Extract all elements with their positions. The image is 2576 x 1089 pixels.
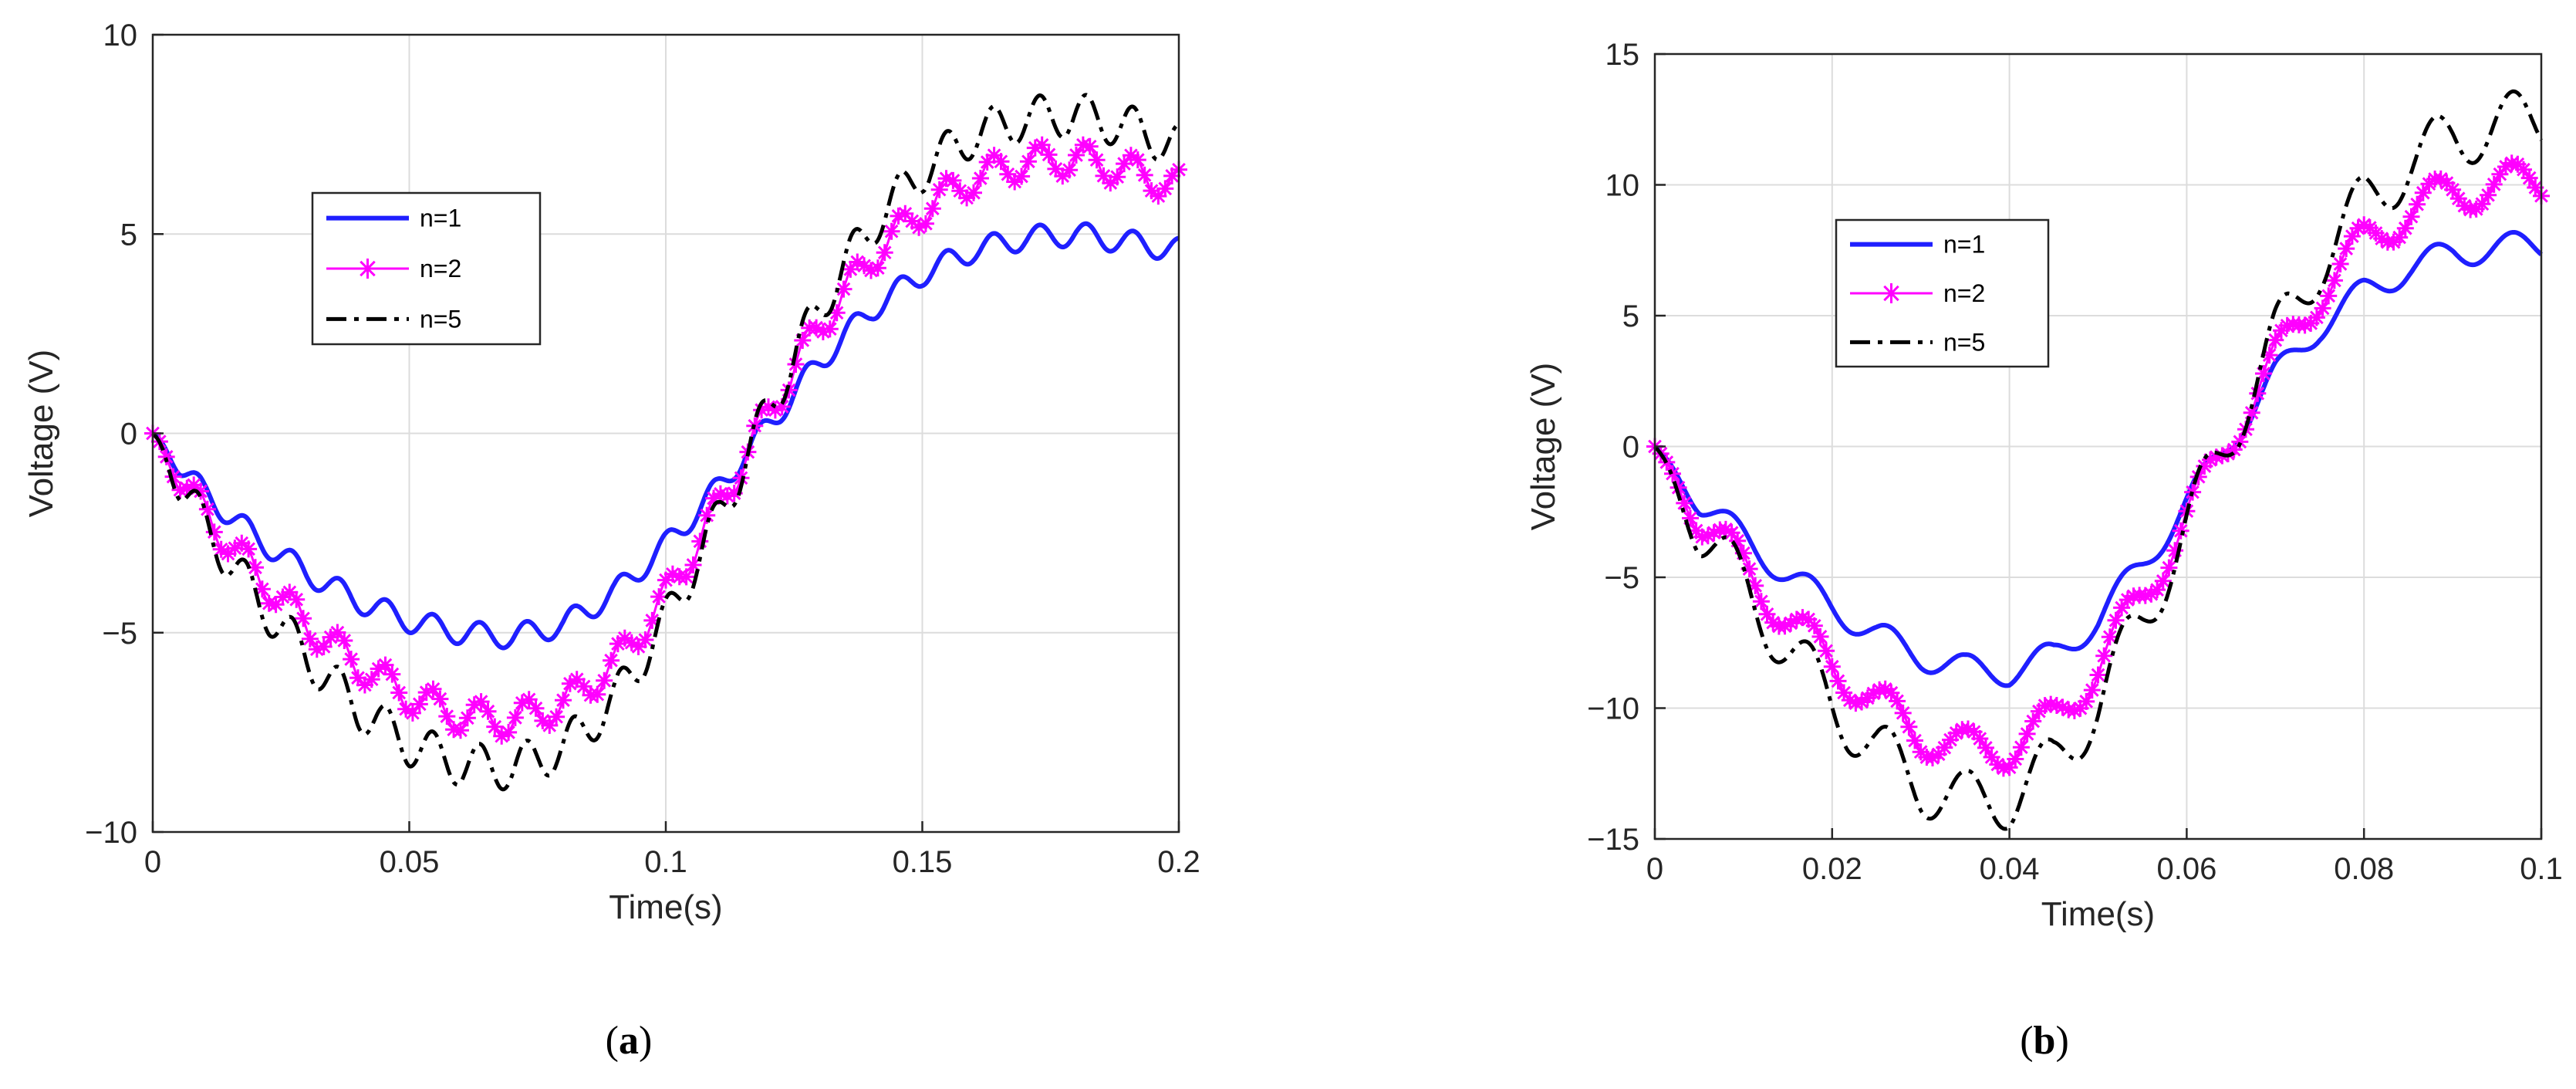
x-axis-label: Time(s) <box>2041 895 2155 933</box>
caption-a-letter: a <box>619 1019 639 1063</box>
y-tick-label: −5 <box>1604 561 1639 595</box>
x-tick-label: 0.05 <box>380 845 440 879</box>
y-tick-label: 15 <box>1605 38 1640 72</box>
x-tick-label: 0.15 <box>893 845 953 879</box>
y-tick-label: −10 <box>85 816 137 850</box>
series-line-n=5 <box>151 93 1180 792</box>
y-axis-label: Voltage (V) <box>1524 363 1562 531</box>
legend: n=1 n=2 n=5 <box>1835 218 2050 368</box>
x-tick-label: 0 <box>1646 852 1663 886</box>
x-tick-label: 0 <box>144 845 161 879</box>
y-tick-label: −15 <box>1587 823 1639 857</box>
chart-panel-a: 0 0.05 0.1 0.15 0.2 −10 −5 0 5 10 Time(s) Voltage (… <box>22 19 1200 926</box>
legend-label-n=2: n=2 <box>1943 279 1985 307</box>
y-tick-label: 5 <box>120 218 137 252</box>
y-tick-label: 5 <box>1622 299 1639 333</box>
x-tick-label: 0.1 <box>2520 852 2563 886</box>
legend-label-n=5: n=5 <box>1943 328 1985 356</box>
x-tick-label: 0.1 <box>644 845 687 879</box>
y-tick-label: 10 <box>103 19 138 52</box>
caption-b-letter: b <box>2034 1019 2056 1063</box>
y-axis-label: Voltage (V) <box>22 350 60 518</box>
caption-a: (a) <box>606 1019 653 1063</box>
legend-marker-n=2 <box>1881 283 1902 303</box>
y-tick-label: 0 <box>120 418 137 451</box>
series-line-n=1 <box>151 221 1180 651</box>
legend-label-n=1: n=1 <box>1943 231 1985 259</box>
y-tick-label: −5 <box>102 617 137 651</box>
series-line-n=1 <box>1653 230 2543 688</box>
y-tick-label: 10 <box>1605 169 1640 203</box>
caption-b: (b) <box>2020 1019 2069 1063</box>
x-tick-label: 0.2 <box>1157 845 1200 879</box>
x-axis-label: Time(s) <box>609 888 722 926</box>
x-tick-label: 0.08 <box>2334 852 2394 886</box>
legend-label-n=2: n=2 <box>420 255 461 282</box>
y-tick-label: 0 <box>1622 431 1639 465</box>
legend-marker-n=2 <box>357 259 378 279</box>
y-tick-label: −10 <box>1587 692 1639 726</box>
legend-label-n=5: n=5 <box>420 305 461 333</box>
x-tick-label: 0.02 <box>1802 852 1862 886</box>
series-line-n=5 <box>1653 89 2544 831</box>
x-tick-label: 0.04 <box>1980 852 2040 886</box>
legend-label-n=1: n=1 <box>420 205 461 232</box>
legend: n=1 n=2 n=5 <box>311 191 542 346</box>
chart-panel-b: 0 0.02 0.04 0.06 0.08 0.1 −15 −10 −5 0 5 10 15 Time(s… <box>1524 38 2563 933</box>
x-tick-label: 0.06 <box>2156 852 2216 886</box>
